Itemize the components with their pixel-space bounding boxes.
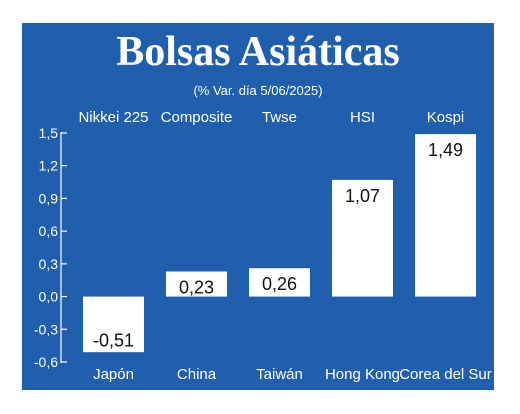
bar: [415, 134, 476, 297]
chart-panel: Bolsas Asiáticas (% Var. día 5/06/2025) …: [22, 23, 494, 390]
value-label: -0,51: [93, 331, 134, 351]
y-tick-label: -0,3: [34, 321, 58, 337]
index-name-label: Composite: [161, 109, 233, 126]
bar: [332, 179, 393, 297]
y-tick-label: 0,3: [39, 256, 59, 272]
y-tick-label: 0,6: [39, 223, 59, 239]
bars: [83, 134, 476, 353]
bar: [83, 296, 144, 353]
country-label: Hong Kong: [325, 366, 400, 383]
bar-chart: 1,5 1,2 0,9 0,6 0,3 0,0 -0,3 -0,6 -0,51 0,23 0,26…: [34, 109, 492, 383]
value-labels: -0,51 0,23 0,26 1,07 1,49: [93, 140, 463, 350]
country-label: Japón: [93, 366, 134, 383]
y-axis-ticks: 1,5 1,2 0,9 0,6 0,3 0,0 -0,3 -0,6: [34, 125, 67, 370]
value-label: 1,49: [428, 140, 463, 160]
y-tick-label: 0,9: [39, 190, 59, 206]
index-name-label: Nikkei 225: [78, 109, 148, 126]
y-tick-label: 1,2: [39, 158, 59, 174]
chart-subtitle: (% Var. día 5/06/2025): [193, 83, 323, 98]
chart-title: Bolsas Asiáticas: [116, 29, 400, 75]
y-tick-label: 1,5: [39, 125, 59, 141]
value-label: 0,23: [179, 277, 214, 297]
bar: [249, 268, 310, 297]
y-tick-label: -0,6: [34, 354, 58, 370]
country-labels: Japón China Taiwán Hong Kong Corea del Sur: [93, 366, 492, 383]
index-name-label: Twse: [262, 109, 297, 126]
y-tick-label: 0,0: [39, 289, 59, 305]
value-label: 1,07: [345, 186, 380, 206]
country-label: China: [177, 366, 217, 383]
index-name-label: HSI: [350, 109, 375, 126]
index-name-labels: Nikkei 225 Composite Twse HSI Kospi: [78, 109, 464, 126]
country-label: Taiwán: [256, 366, 303, 383]
country-label: Corea del Sur: [399, 366, 492, 383]
index-name-label: Kospi: [427, 109, 465, 126]
value-label: 0,26: [262, 274, 297, 294]
bar: [166, 271, 227, 297]
